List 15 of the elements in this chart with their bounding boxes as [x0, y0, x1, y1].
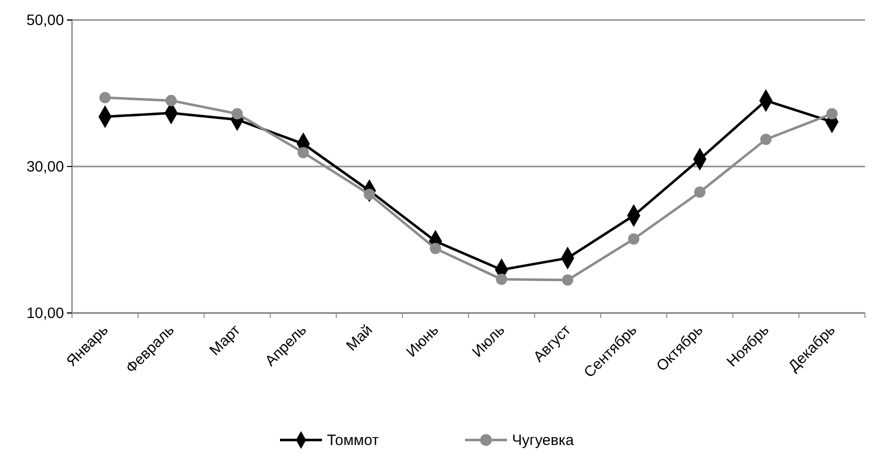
- point: [760, 134, 772, 146]
- legend-label: Томмот: [327, 432, 379, 449]
- point: [628, 233, 640, 245]
- point: [165, 94, 177, 106]
- y-tick-label: 30,00: [26, 158, 64, 176]
- point: [298, 146, 309, 158]
- point: [826, 108, 838, 120]
- point: [562, 274, 574, 286]
- point: [99, 92, 111, 104]
- legend-label: Чугуевка: [512, 432, 575, 449]
- y-tick-label: 50,00: [26, 12, 64, 29]
- point: [430, 242, 442, 254]
- point: [694, 186, 706, 198]
- point: [496, 274, 508, 285]
- y-tick-label: 10,00: [26, 304, 64, 322]
